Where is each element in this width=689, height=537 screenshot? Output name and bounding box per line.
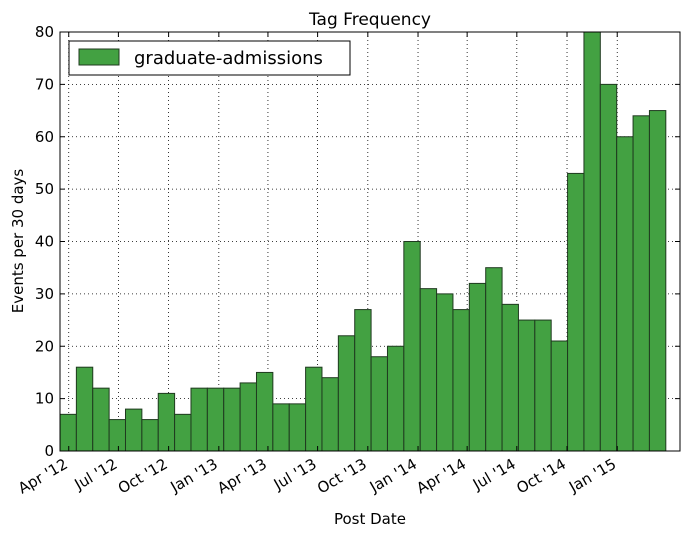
x-tick-label: Jan '15 xyxy=(565,455,619,497)
y-tick-label: 30 xyxy=(35,285,54,303)
x-tick-label: Oct '13 xyxy=(314,455,370,498)
bar xyxy=(403,241,421,452)
bar xyxy=(206,387,225,452)
bar xyxy=(616,136,634,452)
bar xyxy=(501,303,519,452)
x-tick-label: Apr '13 xyxy=(214,455,270,498)
bar xyxy=(468,282,487,452)
x-tick-label: Jul '12 xyxy=(71,455,121,494)
bar xyxy=(305,366,323,452)
x-axis-label: Post Date xyxy=(334,510,406,528)
x-tick-label: Jul '14 xyxy=(469,455,519,494)
bar xyxy=(583,31,601,452)
bar xyxy=(190,387,208,452)
legend: graduate-admissions xyxy=(68,40,351,76)
bar xyxy=(370,356,388,452)
bar xyxy=(517,319,536,452)
y-tick-label: 80 xyxy=(35,23,54,41)
bar xyxy=(124,408,143,452)
bar-series xyxy=(59,31,667,452)
bar xyxy=(288,403,307,452)
x-tick-label: Apr '12 xyxy=(15,455,71,498)
bar xyxy=(452,309,470,452)
bar xyxy=(648,110,667,452)
bar xyxy=(255,371,274,452)
y-tick-label: 20 xyxy=(35,337,54,355)
bar xyxy=(75,366,94,452)
bar xyxy=(337,335,356,452)
y-tick-label: 0 xyxy=(44,442,54,460)
bar xyxy=(223,387,241,452)
y-axis-ticks: 0 10 20 30 40 50 60 70 80 xyxy=(35,23,680,460)
x-tick-label: Jan '13 xyxy=(167,455,221,497)
bar xyxy=(632,115,650,452)
y-tick-label: 50 xyxy=(35,180,54,198)
bar xyxy=(354,309,372,452)
bar xyxy=(567,172,585,452)
bar xyxy=(92,387,110,452)
y-tick-label: 60 xyxy=(35,128,54,146)
bar xyxy=(550,340,569,452)
legend-label: graduate-admissions xyxy=(134,48,323,69)
bar xyxy=(534,319,552,452)
x-tick-label: Jan '14 xyxy=(366,455,420,497)
y-tick-label: 10 xyxy=(35,390,54,408)
chart-title: Tag Frequency xyxy=(308,10,431,30)
bar xyxy=(141,419,159,452)
x-tick-label: Oct '14 xyxy=(513,455,569,498)
bar xyxy=(599,83,618,452)
bar xyxy=(485,267,503,452)
y-tick-label: 70 xyxy=(35,75,54,93)
bar xyxy=(239,382,257,452)
bar xyxy=(174,413,192,452)
bar xyxy=(272,403,290,452)
bar xyxy=(321,377,339,452)
bar xyxy=(419,288,438,452)
bar xyxy=(108,419,126,452)
legend-swatch xyxy=(78,48,120,66)
bar xyxy=(59,413,77,452)
x-tick-label: Jul '13 xyxy=(270,455,320,494)
bar xyxy=(386,345,405,452)
y-tick-label: 40 xyxy=(35,233,54,251)
y-axis-label: Events per 30 days xyxy=(9,169,27,314)
x-tick-label: Apr '14 xyxy=(413,455,469,498)
x-tick-label: Oct '12 xyxy=(115,455,171,498)
bar xyxy=(157,392,176,452)
bar xyxy=(436,293,454,452)
